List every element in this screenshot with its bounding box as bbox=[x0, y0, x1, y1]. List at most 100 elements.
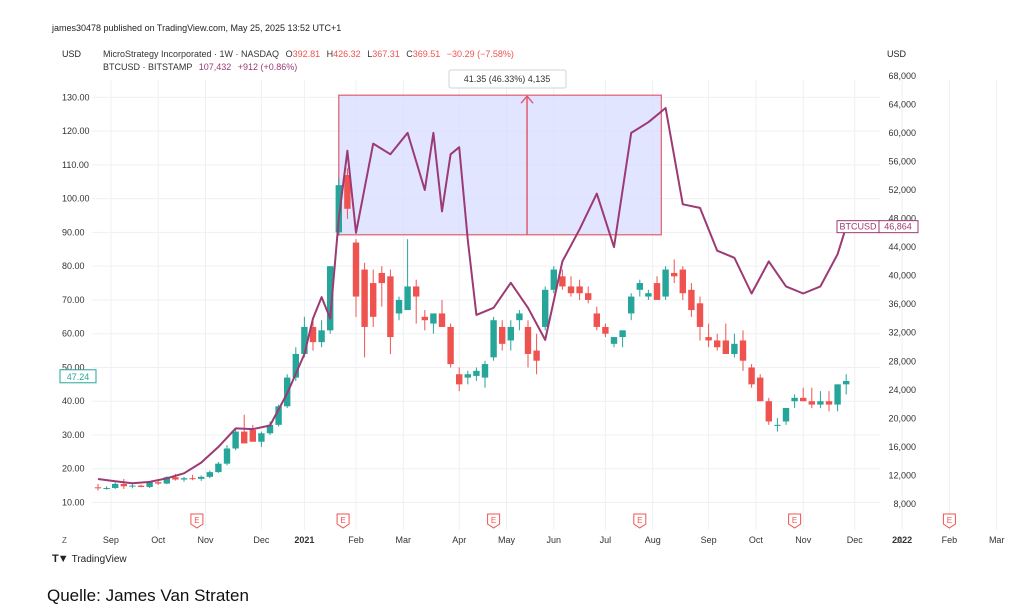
candle bbox=[361, 262, 368, 358]
btc-price-tag-name: BTCUSD bbox=[839, 222, 877, 232]
right-tick-label: 12,000 bbox=[888, 470, 916, 480]
right-tick-label: 28,000 bbox=[888, 356, 916, 366]
right-axis-ticks: 8,000 12,000 16,000 20,000 24,000 28,000 32,00… bbox=[888, 71, 916, 509]
candle bbox=[473, 367, 480, 381]
btcusd-line bbox=[97, 107, 848, 485]
earnings-marker[interactable]: E bbox=[190, 513, 204, 529]
candle bbox=[671, 259, 678, 284]
candle bbox=[739, 330, 747, 371]
left-tick-label: 40.00 bbox=[62, 396, 85, 406]
measure-label-box: 41.35 (46.33%) 4,135 bbox=[448, 69, 567, 89]
left-tick-label: 130.00 bbox=[62, 92, 90, 102]
left-tick-label: 80.00 bbox=[62, 261, 85, 271]
x-tick-label: Sep bbox=[103, 535, 119, 545]
x-tick-label: Dec bbox=[847, 535, 864, 545]
candle bbox=[714, 333, 721, 351]
candle bbox=[249, 424, 256, 442]
svg-text:BTCUSD · BITSTAMP 107,43: BTCUSD · BITSTAMP 107,432 +912 (+0.86%) bbox=[103, 62, 297, 72]
candle bbox=[232, 428, 239, 451]
x-tick-label: Dec bbox=[253, 535, 270, 545]
measure-box[interactable] bbox=[338, 94, 662, 236]
candle bbox=[137, 484, 145, 488]
candle bbox=[748, 364, 755, 388]
candle bbox=[602, 323, 609, 338]
left-tick-label: 60.00 bbox=[62, 329, 85, 339]
candle bbox=[782, 407, 790, 425]
candle bbox=[791, 394, 798, 408]
candle bbox=[843, 374, 850, 395]
candle bbox=[610, 337, 618, 348]
candle bbox=[542, 286, 549, 331]
auto-scale-badge[interactable]: A bbox=[897, 536, 903, 545]
svg-text:E: E bbox=[947, 516, 952, 525]
candle bbox=[404, 239, 411, 311]
candle bbox=[800, 387, 807, 402]
legend-h-value: 426.32 bbox=[333, 49, 361, 59]
legend-l-value: 367.31 bbox=[372, 49, 400, 59]
candle bbox=[120, 478, 127, 489]
candle bbox=[834, 384, 841, 412]
candle bbox=[155, 480, 162, 485]
legend-o-value: 392.81 bbox=[293, 49, 321, 59]
left-tick-label: 70.00 bbox=[62, 295, 85, 305]
x-axis-labels: Sep Oct Nov Dec 2021 Feb Mar Apr May Jun Jul Aug Sep… bbox=[103, 535, 1005, 545]
legend-mstr-name: MicroStrategy Incorporated · 1W · NASDAQ bbox=[103, 49, 279, 59]
candle bbox=[705, 323, 712, 348]
mstr-candles bbox=[94, 168, 850, 491]
x-tick-label: May bbox=[498, 535, 516, 545]
legend-o-label: O bbox=[286, 49, 293, 59]
candle bbox=[387, 269, 394, 354]
svg-text:E: E bbox=[637, 516, 642, 525]
candle bbox=[688, 283, 695, 317]
measure-arrowhead bbox=[520, 95, 534, 104]
right-tick-label: 60,000 bbox=[888, 128, 916, 138]
candle bbox=[352, 239, 360, 317]
zoom-badge[interactable]: Z bbox=[62, 536, 67, 545]
right-axis-unit: USD bbox=[887, 49, 907, 59]
candle bbox=[206, 470, 213, 479]
left-tick-label: 110.00 bbox=[62, 160, 89, 170]
candle bbox=[808, 387, 815, 408]
legend-btc[interactable]: BTCUSD · BITSTAMP 107,432 +912 (+0.86%) bbox=[103, 62, 297, 72]
right-tick-label: 20,000 bbox=[888, 413, 916, 423]
svg-text:MicroStrategy Incorporated · 1: MicroStrategy Incorporated · 1W · NASDAQ… bbox=[103, 49, 514, 59]
candle bbox=[679, 266, 686, 300]
left-tick-label: 20.00 bbox=[62, 464, 85, 474]
candle bbox=[636, 279, 643, 297]
earnings-marker[interactable]: E bbox=[788, 513, 802, 529]
legend-h-label: H bbox=[327, 49, 334, 59]
left-tick-label: 100.00 bbox=[62, 194, 90, 204]
right-tick-label: 40,000 bbox=[888, 271, 916, 281]
candle bbox=[774, 418, 781, 432]
btc-price-tag-value: 46,864 bbox=[884, 222, 912, 232]
candle bbox=[129, 483, 136, 489]
earnings-marker[interactable]: E bbox=[942, 513, 956, 529]
x-tick-label: Jun bbox=[547, 535, 562, 545]
x-tick-label: 2021 bbox=[294, 535, 314, 545]
earnings-marker[interactable]: E bbox=[487, 513, 501, 529]
earnings-marker[interactable]: E bbox=[336, 513, 350, 529]
legend-mstr[interactable]: MicroStrategy Incorporated · 1W · NASDAQ… bbox=[103, 49, 514, 59]
candle bbox=[215, 461, 222, 473]
earnings-marker[interactable]: E bbox=[633, 513, 647, 529]
left-tick-label: 90.00 bbox=[62, 227, 85, 237]
right-tick-label: 44,000 bbox=[888, 242, 916, 252]
right-tick-label: 36,000 bbox=[888, 299, 916, 309]
candle bbox=[533, 333, 540, 375]
candle bbox=[757, 374, 764, 402]
svg-text:E: E bbox=[340, 516, 345, 525]
x-tick-label: Mar bbox=[396, 535, 412, 545]
candle bbox=[765, 397, 772, 425]
right-tick-label: 16,000 bbox=[888, 442, 916, 452]
left-axis-unit: USD bbox=[62, 49, 82, 59]
candle bbox=[576, 279, 583, 300]
candle bbox=[825, 391, 833, 412]
chart-canvas[interactable]: 10.00 20.00 30.00 40.00 50.00 60.00 70.00 80.00… bbox=[0, 0, 1024, 560]
right-tick-label: 24,000 bbox=[888, 385, 916, 395]
candle bbox=[395, 296, 403, 321]
x-tick-label: Apr bbox=[452, 535, 466, 545]
svg-text:E: E bbox=[491, 516, 496, 525]
x-tick-label: Feb bbox=[348, 535, 364, 545]
candle bbox=[103, 486, 110, 490]
